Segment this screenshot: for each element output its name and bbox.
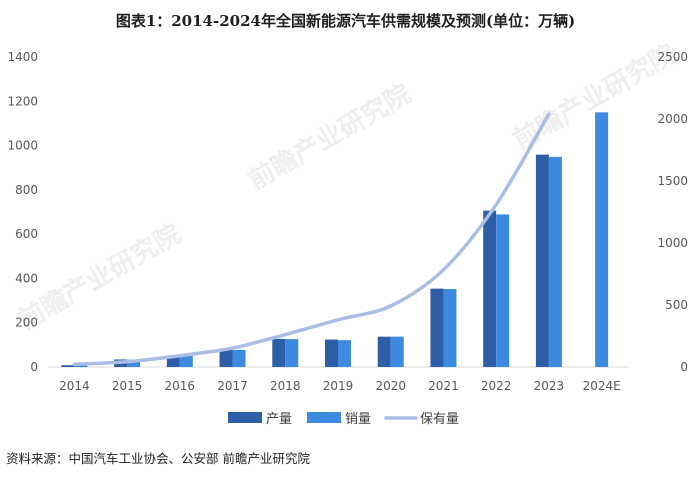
legend-label-ownership: 保有量 [420,412,459,427]
chart-title: 图表1：2014-2024年全国新能源汽车供需规模及预测(单位：万辆) [115,12,576,30]
legend-label-production: 产量 [266,412,292,427]
x-tick-label: 2020 [375,379,406,393]
bar-production [272,338,286,367]
y-right-tick-label: 2000 [657,112,688,126]
y-left-tick-label: 800 [15,183,38,197]
x-tick-label: 2014 [59,379,90,393]
bar-production [483,210,497,367]
bar-production [430,288,444,367]
bar-production [535,154,549,367]
y-right-tick-label: 2500 [657,50,688,64]
x-tick-label: 2021 [428,379,459,393]
bar-sales [285,339,299,367]
y-left-tick-label: 200 [15,316,38,330]
y-left-tick-label: 1400 [7,50,38,64]
x-tick-label: 2015 [112,379,143,393]
bar-sales [179,355,193,367]
bar-sales [548,156,562,367]
x-tick-label: 2016 [165,379,196,393]
x-tick-label: 2018 [270,379,301,393]
legend-label-sales: 销量 [345,412,371,427]
bar-sales [390,336,404,367]
x-tick-label: 2022 [481,379,512,393]
bar-sales [127,359,141,367]
source-note: 资料来源：中国汽车工业协会、公安部 前瞻产业研究院 [6,451,310,466]
watermark-text: 前瞻产业研究院 [13,218,186,336]
bar-production [61,365,75,367]
x-tick-label: 2024E [583,379,621,393]
bar-production [325,339,338,367]
y-left-tick-label: 0 [30,360,38,374]
y-right-tick-label: 1000 [657,236,688,250]
y-left-tick-label: 400 [15,271,38,285]
bar-sales [443,289,457,367]
legend-swatch-sales [307,412,341,423]
bar-sales [74,365,88,367]
y-left-tick-label: 1000 [7,139,38,153]
y-right-tick-label: 1500 [657,174,688,188]
bar-sales [595,112,609,367]
y-left-tick-label: 600 [15,227,38,241]
y-right-tick-label: 0 [680,360,688,374]
x-tick-label: 2019 [323,379,354,393]
y-right-tick-label: 500 [665,298,688,312]
watermark-text: 前瞻产业研究院 [243,78,416,196]
ownership-line [72,112,551,367]
bar-production [166,355,180,367]
x-tick-label: 2023 [534,379,565,393]
x-tick-label: 2017 [217,379,248,393]
bar-production [377,336,391,367]
bar-sales [338,340,351,367]
bar-sales [496,214,510,367]
y-left-tick-label: 1200 [7,94,38,108]
bar-production [219,349,233,367]
legend-swatch-production [228,412,262,423]
bar-sales [232,349,246,367]
